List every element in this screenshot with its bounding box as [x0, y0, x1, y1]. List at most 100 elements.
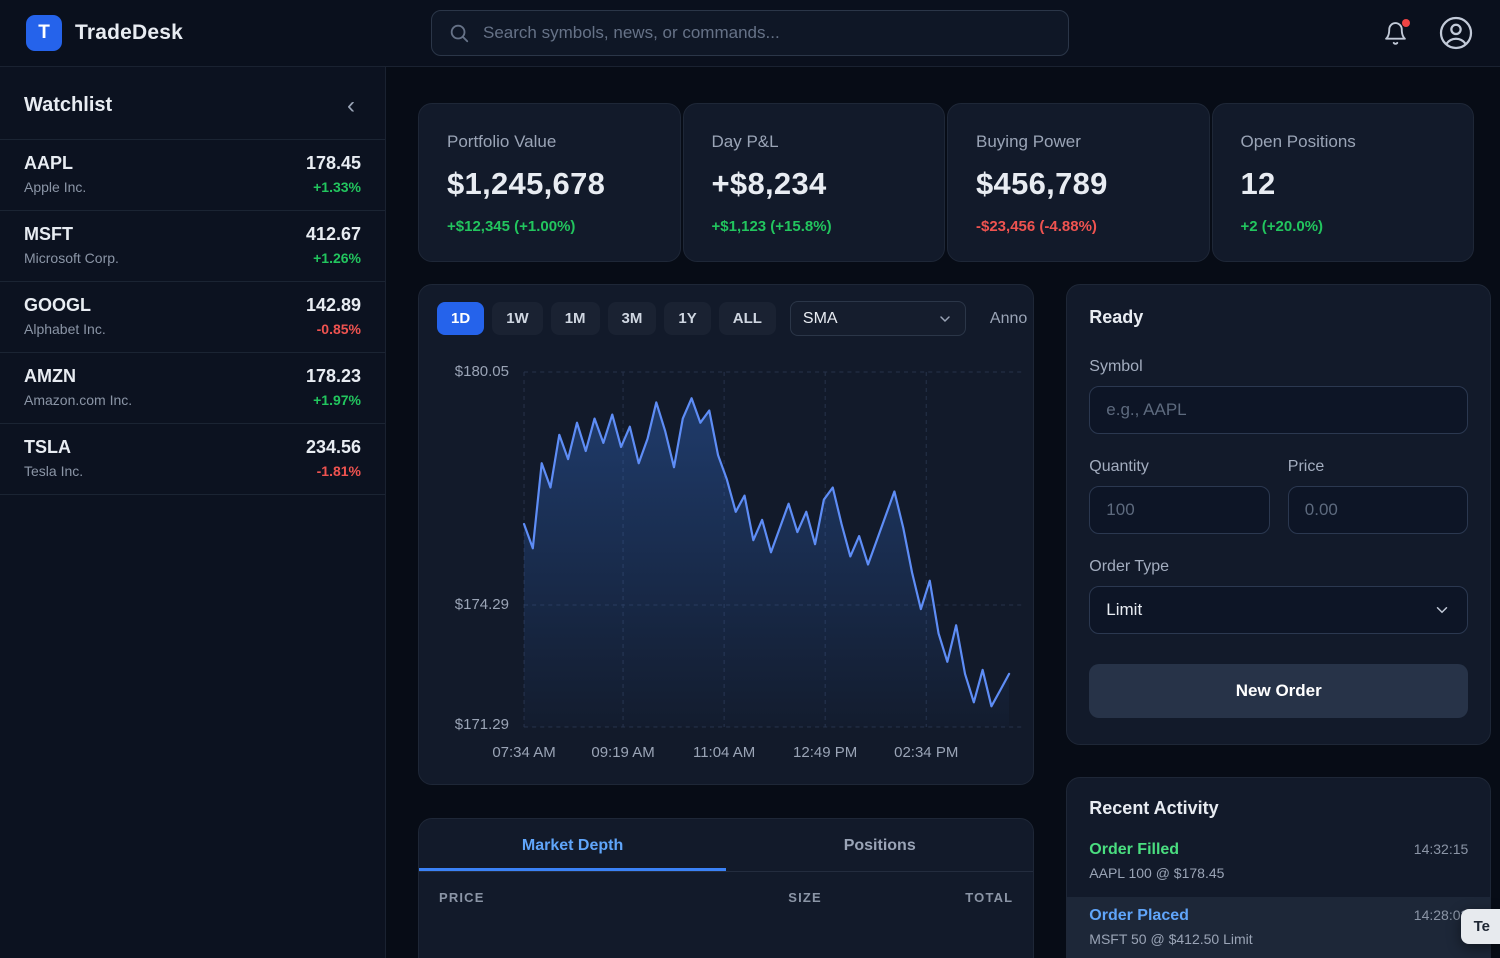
stat-value: 12 [1240, 166, 1276, 201]
stat-value: +$8,234 [711, 166, 827, 201]
search-icon [450, 24, 469, 43]
y-axis-tick: $174.29 [454, 596, 509, 613]
activity-time: 14:28:03 [1413, 907, 1469, 923]
x-axis-tick: 09:19 AM [591, 744, 655, 761]
indicator-select-value: SMA [802, 309, 838, 327]
watchlist-change: +1.26% [313, 250, 361, 266]
price-chart-plot: $180.05 $174.29 $171.29 [437, 363, 1027, 736]
watchlist-price: 234.56 [305, 437, 361, 457]
price-line [524, 398, 1009, 706]
activity-detail: AAPL 100 @ $178.45 [1089, 865, 1225, 881]
user-avatar-button[interactable] [1438, 15, 1474, 51]
watchlist-price: 178.45 [305, 153, 361, 173]
x-axis-tick: 12:49 PM [793, 744, 858, 761]
watchlist-change: +1.33% [313, 179, 361, 195]
watchlist-row[interactable]: AMZN Amazon.com Inc. 178.23 +1.97% [0, 353, 385, 424]
content-grid: 1D 1W 1M 3M 1Y ALL SMA Anno $180.05 $174… [418, 284, 1492, 958]
depth-header-total: TOTAL [965, 890, 1014, 905]
price-area [524, 398, 1010, 727]
indicator-select[interactable]: SMA [789, 301, 966, 336]
watchlist-price: 412.67 [305, 224, 361, 244]
main-content: Portfolio Value $1,245,678 +$12,345 (+1.… [386, 67, 1500, 958]
symbol-label: Symbol [1089, 358, 1143, 375]
activity-item[interactable]: Order Filled 14:32:15 AAPL 100 @ $178.45 [1089, 833, 1468, 893]
activity-item[interactable]: Order Placed 14:28:03 MSFT 50 @ $412.50 … [1067, 897, 1491, 958]
search-input[interactable] [481, 22, 1052, 44]
price-field[interactable] [1287, 486, 1469, 534]
global-search[interactable] [431, 10, 1069, 56]
activity-time: 14:32:15 [1413, 841, 1469, 857]
watchlist-company: Microsoft Corp. [24, 250, 119, 266]
toast-clipped: Te [1460, 909, 1500, 944]
order-type-select[interactable]: Limit [1089, 586, 1469, 634]
price-label: Price [1287, 458, 1325, 475]
watchlist-symbol: AMZN [24, 366, 76, 386]
x-axis-tick: 02:34 PM [894, 744, 959, 761]
tab-market-depth[interactable]: Market Depth [419, 819, 727, 871]
timeframe-button-1y[interactable]: 1Y [664, 302, 711, 335]
stat-change: +$1,123 (+15.8%) [711, 218, 832, 235]
y-axis-tick: $180.05 [454, 363, 509, 380]
user-icon [1439, 16, 1473, 50]
symbol-field[interactable] [1089, 386, 1469, 434]
watchlist-company: Tesla Inc. [24, 463, 84, 479]
app-logo: T [26, 15, 62, 51]
order-type-label: Order Type [1089, 558, 1170, 575]
watchlist-symbol: TSLA [24, 437, 71, 457]
depth-tabs: Market Depth Positions [419, 819, 1034, 872]
stat-card-portfolio-value: Portfolio Value $1,245,678 +$12,345 (+1.… [418, 103, 681, 262]
topbar: T TradeDesk [0, 0, 1500, 67]
y-axis-tick: $171.29 [454, 716, 509, 733]
timeframe-button-1d[interactable]: 1D [437, 302, 485, 335]
watchlist-row[interactable]: GOOGL Alphabet Inc. 142.89 -0.85% [0, 282, 385, 353]
x-axis-labels: 07:34 AM 09:19 AM 11:04 AM 12:49 PM 02:3… [492, 744, 1027, 768]
watchlist-sidebar: Watchlist ‹ AAPL Apple Inc. 178.45 +1.33… [0, 67, 386, 958]
watchlist-title: Watchlist [24, 94, 113, 116]
quantity-price-row: Quantity Price [1089, 458, 1469, 534]
x-axis-tick: 07:34 AM [492, 744, 556, 761]
watchlist-row[interactable]: TSLA Tesla Inc. 234.56 -1.81% [0, 424, 385, 495]
watchlist-change: -0.85% [316, 321, 361, 337]
stat-card-buying-power: Buying Power $456,789 -$23,456 (-4.88%) [947, 103, 1210, 262]
app-title: TradeDesk [75, 21, 184, 44]
activity-title: Order Placed [1089, 907, 1189, 924]
tab-positions[interactable]: Positions [843, 837, 916, 854]
timeframe-button-3m[interactable]: 3M [607, 302, 657, 335]
watchlist-price: 178.23 [305, 366, 361, 386]
activity-detail: MSFT 50 @ $412.50 Limit [1089, 931, 1253, 947]
timeframe-button-all[interactable]: ALL [718, 302, 776, 335]
chevron-down-icon [1437, 607, 1448, 614]
bell-icon [1385, 21, 1406, 45]
price-chart-svg[interactable] [522, 364, 1027, 736]
stat-value: $456,789 [976, 166, 1108, 201]
sidebar-collapse-icon[interactable]: ‹ [347, 91, 355, 119]
watchlist-change: +1.97% [313, 392, 361, 408]
watchlist-row[interactable]: MSFT Microsoft Corp. 412.67 +1.26% [0, 211, 385, 282]
timeframe-button-1w[interactable]: 1W [492, 302, 543, 335]
chart-toolbar: 1D 1W 1M 3M 1Y ALL SMA Anno [437, 301, 1027, 336]
brand: T TradeDesk [26, 15, 183, 51]
order-ticket-card: Ready Symbol Quantity Price Order Type [1066, 284, 1492, 745]
timeframe-button-1m[interactable]: 1M [550, 302, 600, 335]
depth-header-price: PRICE [439, 890, 485, 905]
chart-column: 1D 1W 1M 3M 1Y ALL SMA Anno $180.05 $174… [418, 284, 1035, 958]
activity-title: Order Filled [1089, 841, 1180, 858]
recent-activity-card: Recent Activity Order Filled 14:32:15 AA… [1066, 777, 1492, 958]
stat-label: Open Positions [1240, 132, 1356, 151]
topbar-actions [1383, 15, 1474, 51]
watchlist-symbol: MSFT [24, 224, 73, 244]
recent-activity-title: Recent Activity [1089, 798, 1219, 818]
depth-header-size: SIZE [788, 890, 822, 905]
annotations-label-clipped[interactable]: Anno [989, 309, 1028, 327]
price-chart-card: 1D 1W 1M 3M 1Y ALL SMA Anno $180.05 $174… [418, 284, 1035, 785]
quantity-label: Quantity [1089, 458, 1149, 475]
quantity-field[interactable] [1089, 486, 1270, 534]
stat-change: +2 (+20.0%) [1240, 218, 1324, 235]
stat-card-day-pnl: Day P&L +$8,234 +$1,123 (+15.8%) [682, 103, 945, 262]
notifications-button[interactable] [1383, 18, 1410, 46]
watchlist-company: Amazon.com Inc. [24, 392, 133, 408]
new-order-button[interactable]: New Order [1089, 664, 1469, 718]
notification-badge [1402, 18, 1410, 27]
stat-change: +$12,345 (+1.00%) [447, 218, 576, 235]
watchlist-row[interactable]: AAPL Apple Inc. 178.45 +1.33% [0, 140, 385, 211]
